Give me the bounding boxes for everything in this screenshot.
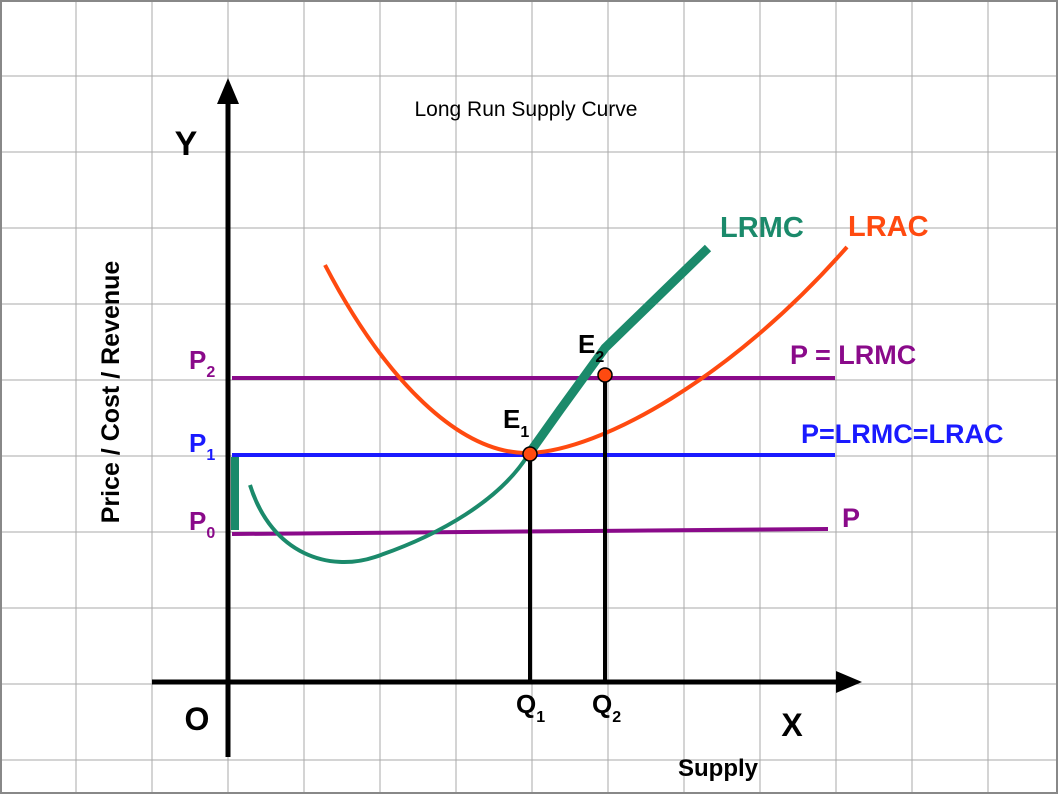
q1-label: Q1 [516, 689, 545, 726]
p2-line-label: P = LRMC [790, 340, 916, 370]
lrmc-curve-lower [248, 453, 530, 565]
p2-label: P2 [189, 345, 215, 381]
x-axis-arrow-icon [836, 671, 862, 693]
diagram-title: Long Run Supply Curve [415, 98, 638, 121]
origin-label: O [185, 701, 210, 737]
p1-line-label: P=LRMC=LRAC [801, 419, 1004, 449]
p0-label: P0 [189, 506, 215, 542]
lrac-curve-label: LRAC [848, 211, 929, 243]
y-axis-arrow-icon [217, 78, 239, 104]
lrmc-curve-label: LRMC [720, 212, 804, 244]
e2-label: E2 [578, 329, 604, 366]
y-axis-title: Price / Cost / Revenue [97, 261, 125, 524]
y-axis-letter: Y [175, 125, 198, 163]
p1-label: P1 [189, 428, 215, 464]
x-axis-title: Supply [678, 755, 759, 782]
e1-point [522, 446, 538, 462]
x-axis-letter: X [781, 707, 803, 743]
q2-label: Q2 [592, 689, 621, 726]
e1-label: E1 [503, 404, 529, 441]
lrmc-curve-upper [524, 244, 712, 458]
e2-point [597, 367, 613, 383]
p0-line-label: P [842, 503, 860, 533]
